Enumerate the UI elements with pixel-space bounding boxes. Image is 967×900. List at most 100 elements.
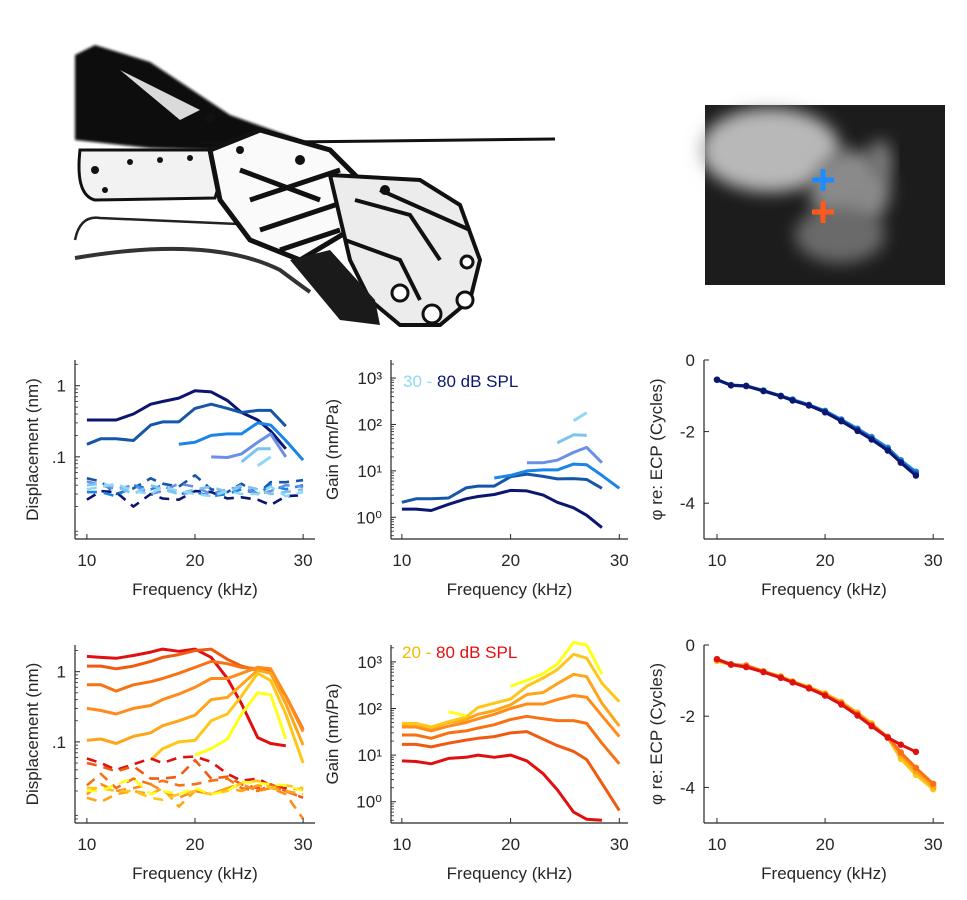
gain-bottom-series-2 bbox=[401, 714, 621, 765]
displacement-top-x-tick-label: 20 bbox=[186, 551, 205, 570]
gain-bottom-level-annotation: 20 - 80 dB SPL bbox=[402, 643, 517, 662]
displacement-top-series-6-noise bbox=[86, 489, 304, 508]
displacement-top-series-10-noise bbox=[86, 482, 304, 496]
phase-bottom-series-3-point bbox=[789, 679, 796, 686]
gain-bottom-y-label: Gain (nm/Pa) bbox=[323, 683, 342, 784]
phase-top-series-2-point bbox=[789, 397, 796, 404]
measurement-point-orange-icon bbox=[812, 201, 834, 223]
phase-top-series-2-point bbox=[868, 436, 875, 443]
displacement-top-y-tick-label: .1 bbox=[52, 448, 66, 467]
phase-top-series-1 bbox=[716, 378, 917, 475]
phase-top-y-tick-label: -2 bbox=[680, 423, 695, 442]
displacement-bottom-x-label: Frequency (kHz) bbox=[132, 864, 258, 883]
gain-bottom-x-label: Frequency (kHz) bbox=[447, 864, 573, 883]
phase-bottom-series-3-point bbox=[805, 685, 813, 692]
phase-top-series-2-point bbox=[897, 459, 904, 466]
displacement-top-series-2 bbox=[178, 421, 305, 462]
phase-top-series-2-point bbox=[805, 402, 813, 409]
gain-top-x-tick-label: 20 bbox=[501, 551, 520, 570]
phase-top-series-2-point bbox=[821, 409, 829, 416]
phase-bottom-series-3-point bbox=[884, 734, 891, 741]
phase-bottom-y-tick-label: -2 bbox=[680, 707, 695, 726]
displacement-top-y-label: Displacement (nm) bbox=[23, 378, 42, 521]
phase-bottom-series-3-point bbox=[821, 692, 829, 699]
phase-top-series-0 bbox=[716, 378, 917, 473]
displacement-bottom-series-6 bbox=[194, 691, 288, 757]
gain-bottom-series-5 bbox=[401, 652, 621, 729]
phase-bottom-series-2-point bbox=[912, 764, 920, 771]
anatomy-illustration bbox=[73, 42, 556, 358]
gain-top-series-1 bbox=[401, 472, 603, 504]
phase-top-series-2-point bbox=[884, 447, 891, 454]
gain-top-series-0 bbox=[401, 488, 603, 529]
phase-bottom-series-3-point bbox=[777, 674, 784, 681]
displacement-bottom-series-8-noise bbox=[86, 758, 304, 800]
phase-bottom-series-2 bbox=[716, 657, 935, 785]
phase-bottom-y-label: φ re: ECP (Cycles) bbox=[647, 663, 666, 805]
phase-top-series-2 bbox=[716, 378, 917, 477]
displacement-bottom-y-tick-label: .1 bbox=[52, 733, 66, 752]
phase-top-series-2-point bbox=[838, 418, 845, 425]
gain-top-y-tick-label: 10³ bbox=[357, 369, 382, 388]
gain-top-y-label: Gain (nm/Pa) bbox=[323, 399, 342, 500]
gain-bottom-x-tick-label: 20 bbox=[501, 835, 520, 854]
phase-bottom-series-3-point bbox=[838, 701, 845, 708]
anatomy-cells bbox=[390, 254, 475, 325]
level-range-end: 80 dB SPL bbox=[436, 643, 517, 662]
level-range-separator: - bbox=[427, 372, 437, 391]
displacement-bottom-series-13-noise bbox=[86, 777, 304, 796]
phase-top-series-2-point bbox=[760, 387, 767, 395]
gain-bottom-y-tick-label: 10³ bbox=[357, 653, 382, 672]
phase-top-series-2-point bbox=[777, 393, 784, 400]
gain-bottom-x-tick-label: 30 bbox=[610, 835, 629, 854]
phase-top-series-2-point bbox=[727, 382, 735, 389]
phase-bottom-x-tick-label: 30 bbox=[924, 835, 943, 854]
gain-bottom-series-0 bbox=[401, 753, 602, 822]
displacement-bottom-chart: 10 20 30 .1 1 Frequency (kHz) Displacement (nm… bbox=[23, 645, 315, 883]
displacement-top-y-tick-label: 1 bbox=[57, 377, 66, 396]
phase-bottom-series-3-point bbox=[912, 748, 920, 755]
phase-bottom-x-label: Frequency (kHz) bbox=[761, 864, 887, 883]
gain-bottom-x-tick-label: 10 bbox=[392, 835, 411, 854]
level-range-end: 80 dB SPL bbox=[437, 372, 518, 391]
displacement-top-series-11-noise bbox=[86, 482, 304, 498]
gain-top-series-2 bbox=[494, 462, 621, 490]
phase-bottom-series-3-point bbox=[897, 741, 904, 748]
displacement-top-series-5 bbox=[256, 455, 272, 467]
gain-bottom-series-6 bbox=[448, 641, 604, 718]
displacement-bottom-x-tick-label: 30 bbox=[294, 835, 313, 854]
gain-top-level-annotation: 30 - 80 dB SPL bbox=[403, 372, 518, 391]
measurement-point-blue-icon bbox=[812, 169, 834, 191]
phase-bottom-series-2-point bbox=[930, 780, 937, 787]
displacement-bottom-series-4 bbox=[86, 668, 305, 746]
gain-top-x-label: Frequency (kHz) bbox=[447, 580, 573, 599]
level-range-start: 30 bbox=[403, 372, 427, 391]
gain-bottom-y-tick-label: 10⁰ bbox=[356, 793, 382, 812]
oct-image bbox=[700, 105, 945, 285]
displacement-top-x-tick-label: 10 bbox=[77, 551, 96, 570]
phase-top-series-2-point bbox=[912, 472, 920, 479]
displacement-bottom-y-label: Displacement (nm) bbox=[23, 663, 42, 806]
anatomy-dots bbox=[91, 113, 390, 195]
gain-top-x-tick-label: 30 bbox=[610, 551, 629, 570]
phase-bottom-series-3-point bbox=[868, 723, 875, 730]
gain-top-x-tick-label: 10 bbox=[392, 551, 411, 570]
displacement-top-series-0 bbox=[86, 389, 287, 450]
gain-bottom-series-1 bbox=[401, 730, 621, 812]
displacement-top-series-4 bbox=[240, 447, 271, 464]
level-range-separator: - bbox=[426, 643, 436, 662]
phase-top-series-2-point bbox=[743, 382, 750, 390]
level-range-start: 20 bbox=[402, 643, 426, 662]
phase-bottom-x-tick-label: 10 bbox=[708, 835, 727, 854]
phase-top-x-tick-label: 30 bbox=[924, 551, 943, 570]
phase-top-y-label: φ re: ECP (Cycles) bbox=[647, 378, 666, 520]
gain-top-y-tick-label: 10² bbox=[357, 415, 382, 434]
phase-bottom-series-1 bbox=[716, 658, 935, 788]
gain-top-chart: 10 20 30 10⁰ 10¹ 10² 10³ Frequency (kHz) Gain (n… bbox=[323, 360, 629, 599]
gain-bottom-y-tick-label: 10² bbox=[357, 699, 382, 718]
phase-bottom-series-2-point bbox=[897, 749, 904, 756]
gain-top-series-4 bbox=[556, 433, 587, 445]
phase-top-x-tick-label: 20 bbox=[816, 551, 835, 570]
displacement-top-series-1 bbox=[86, 402, 287, 446]
